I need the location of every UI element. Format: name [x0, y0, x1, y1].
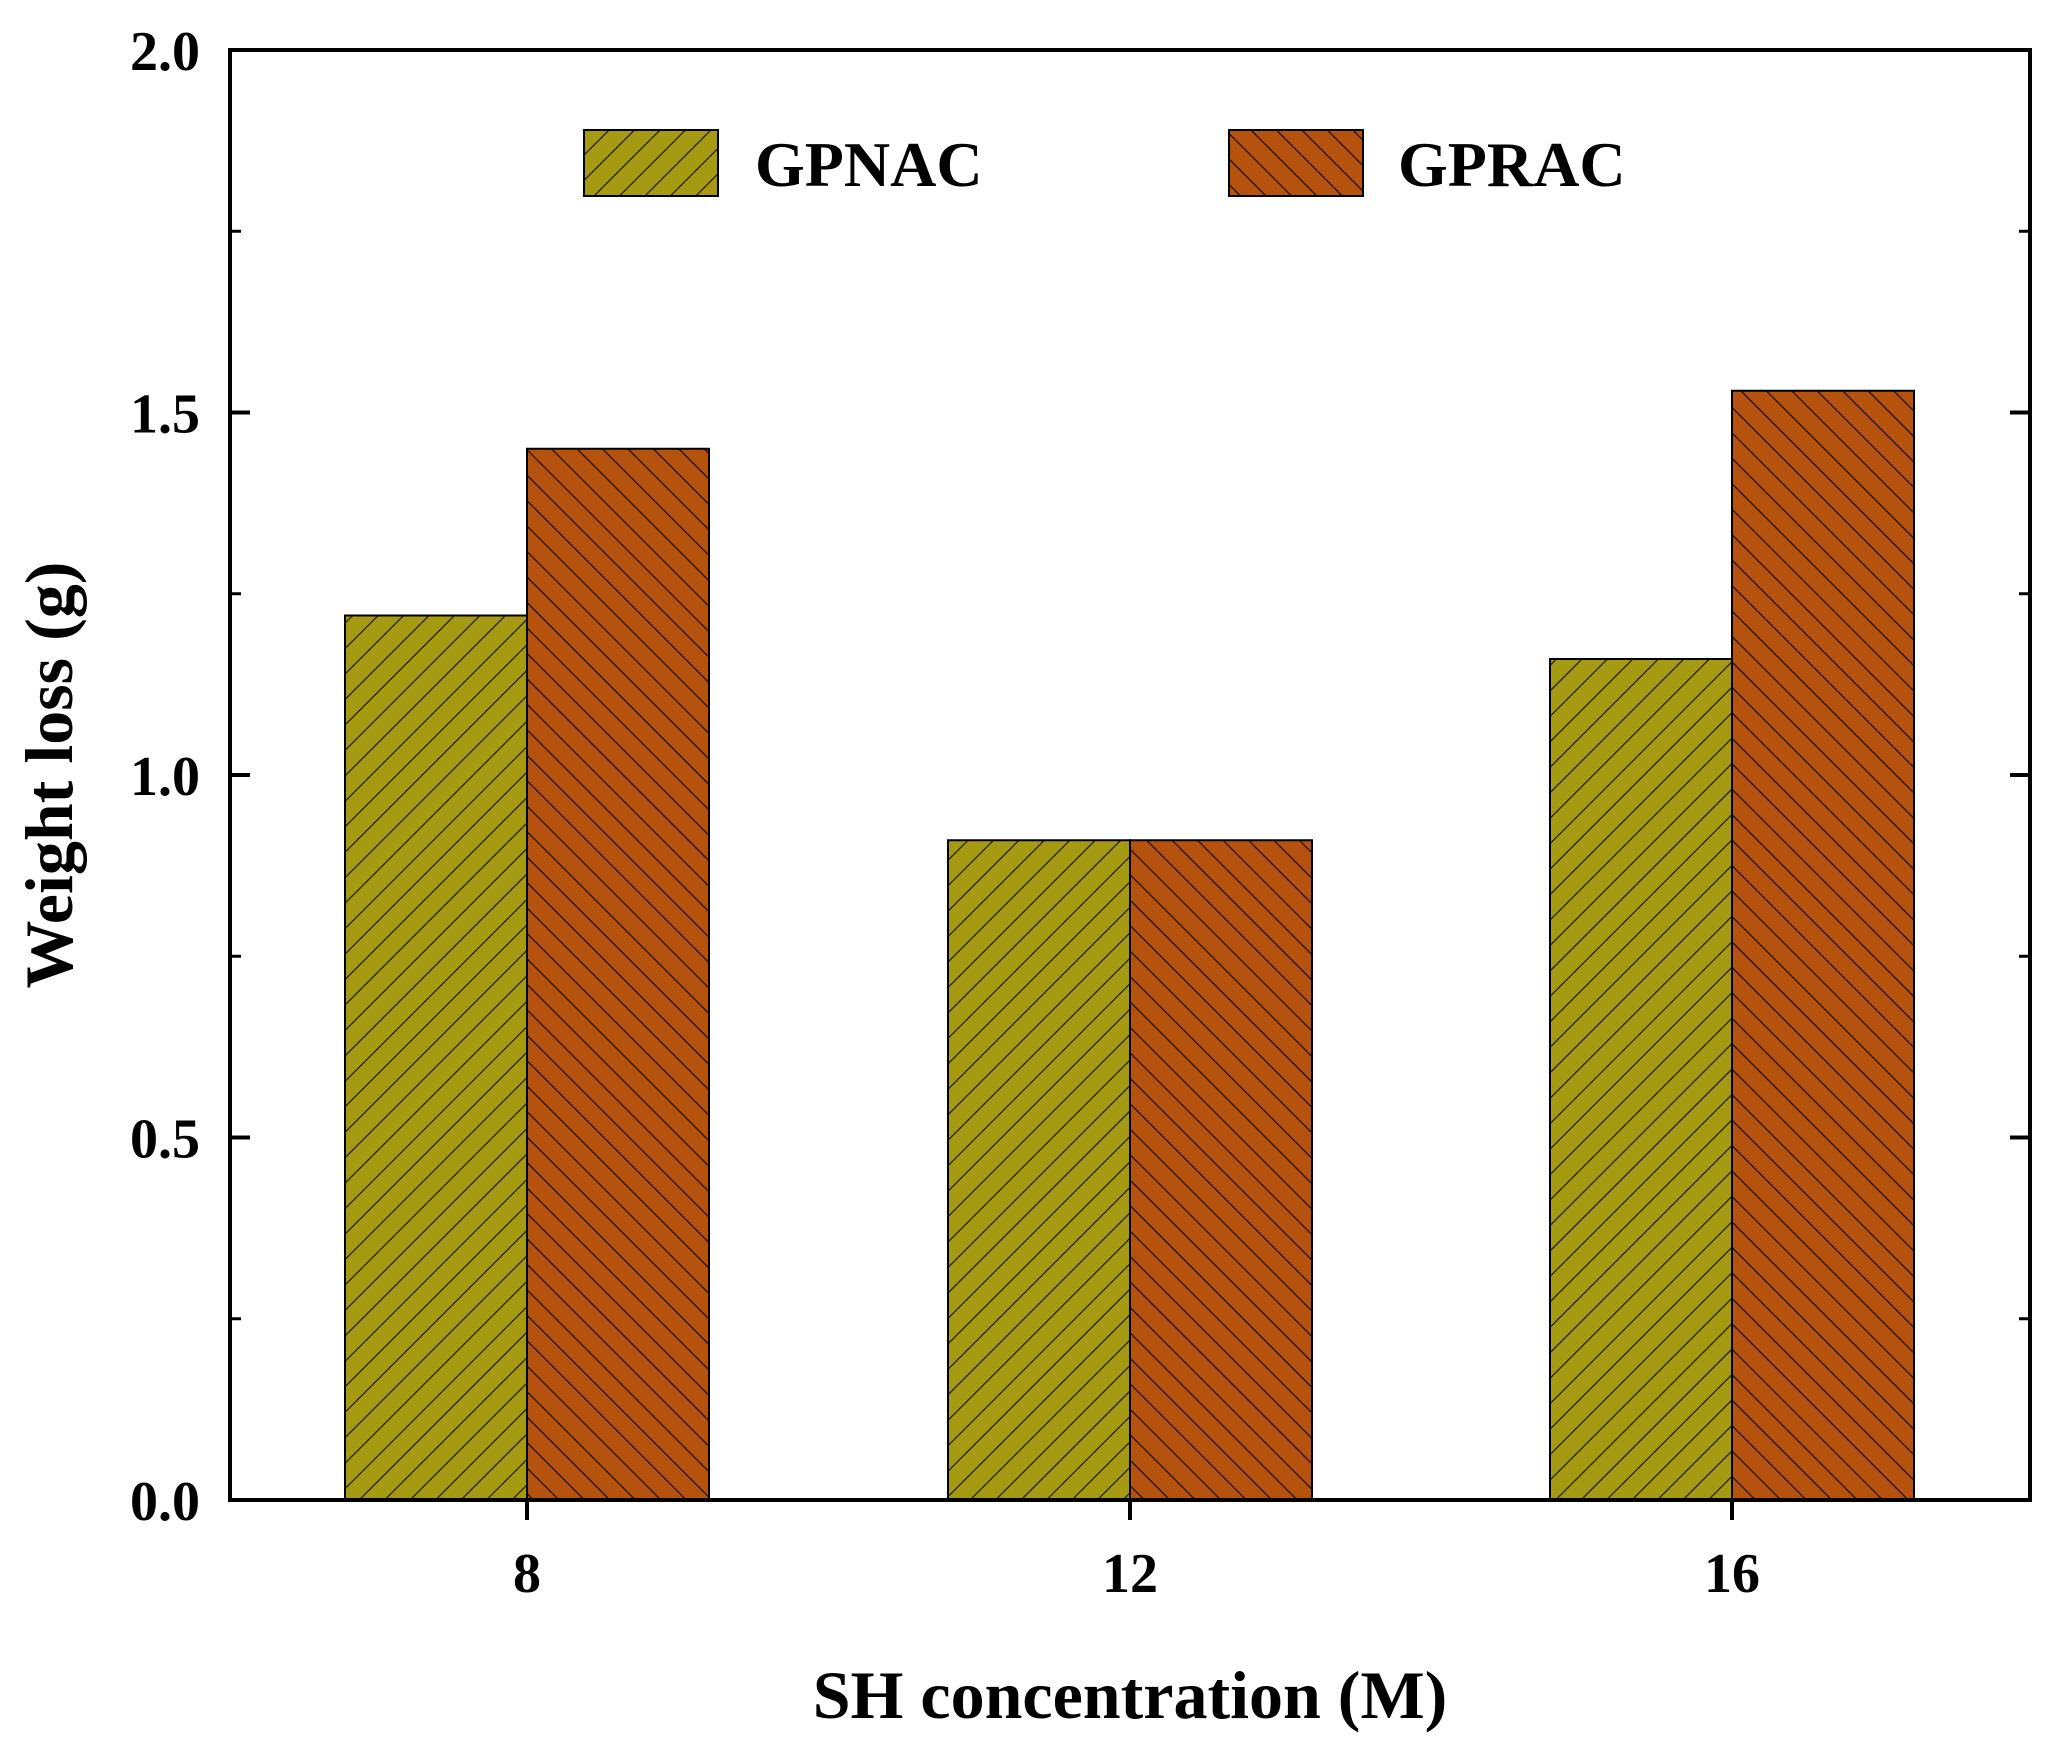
legend-swatch-gpnac: [583, 129, 719, 197]
x-axis-label: SH concentration (M): [813, 1657, 1448, 1733]
bar-gpnac-12: [947, 839, 1131, 1501]
x-tick-label: 16: [1704, 1543, 1760, 1605]
y-tick-label: 2.0: [130, 21, 200, 83]
legend-label-gpnac: GPNAC: [755, 129, 983, 200]
bar-gprac-8: [526, 447, 710, 1501]
x-tick-label: 12: [1102, 1543, 1158, 1605]
bar-gprac-12: [1129, 839, 1313, 1501]
legend-label-gprac: GPRAC: [1398, 129, 1626, 200]
bar-gprac-16: [1731, 389, 1915, 1501]
y-tick-label: 1.0: [130, 746, 200, 808]
y-tick-label: 1.5: [130, 384, 200, 446]
bars-layer: [344, 389, 1915, 1501]
bar-gpnac-8: [344, 614, 528, 1501]
y-axis-label: Weight loss (g): [11, 562, 87, 989]
x-axis: 8 12 16: [513, 1500, 1760, 1605]
x-tick-label: 8: [513, 1543, 541, 1605]
y-tick-label: 0.5: [130, 1109, 200, 1171]
legend-swatch-gprac: [1228, 129, 1364, 197]
legend: GPNAC GPRAC: [583, 129, 1626, 200]
bar-gpnac-16: [1549, 658, 1733, 1501]
y-tick-label: 0.0: [130, 1471, 200, 1533]
y-axis: 0.0 0.5 1.0 1.5 2.0: [130, 21, 2030, 1533]
